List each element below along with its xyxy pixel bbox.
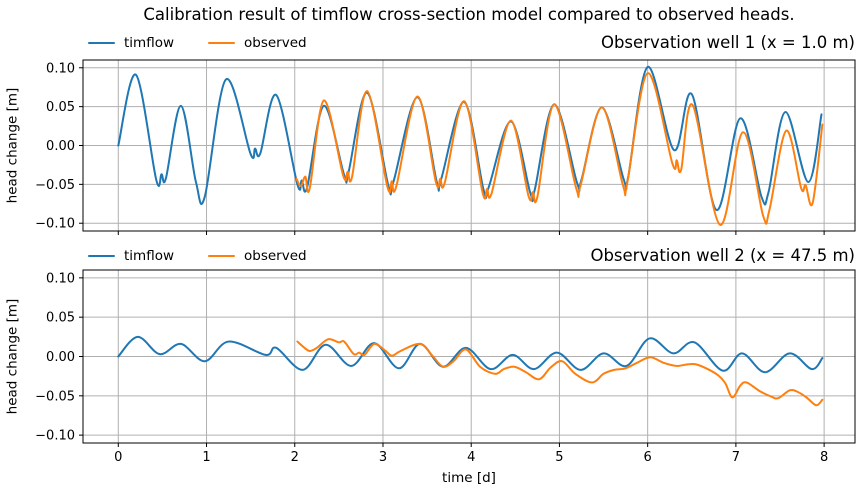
svg-text:0.00: 0.00 bbox=[46, 139, 75, 154]
svg-text:0.10: 0.10 bbox=[46, 61, 75, 76]
svg-text:0.10: 0.10 bbox=[46, 271, 75, 286]
well2-chart: 0 1 2 3 4 5 6 7 8 0.10 0.05 0.00 −0.05 −0.10 bbox=[35, 269, 856, 465]
timflow-line-swatch bbox=[88, 41, 115, 45]
well1-y-axis-label: head change [m] bbox=[4, 87, 21, 204]
well2-header: timflow observed Observation well 2 (x =… bbox=[83, 246, 855, 266]
svg-text:0: 0 bbox=[114, 450, 122, 465]
legend-label-timflow-2: timflow bbox=[124, 247, 174, 264]
svg-text:5: 5 bbox=[555, 450, 563, 465]
svg-text:1: 1 bbox=[202, 450, 210, 465]
svg-text:7: 7 bbox=[732, 450, 740, 465]
well1-legend: timflow observed bbox=[88, 35, 307, 52]
svg-text:2: 2 bbox=[291, 450, 299, 465]
legend-item-observed: observed bbox=[208, 35, 307, 52]
svg-text:8: 8 bbox=[820, 450, 828, 465]
well2-axes-title: Observation well 2 (x = 47.5 m) bbox=[590, 246, 855, 265]
svg-text:4: 4 bbox=[467, 450, 475, 465]
svg-text:−0.05: −0.05 bbox=[35, 389, 75, 404]
well2-legend: timflow observed bbox=[88, 248, 307, 265]
well2-y-axis-label: head change [m] bbox=[4, 298, 21, 415]
svg-text:−0.05: −0.05 bbox=[35, 178, 75, 193]
svg-text:0.00: 0.00 bbox=[46, 350, 75, 365]
well1-header: timflow observed Observation well 1 (x =… bbox=[83, 33, 855, 53]
well1-axes-title: Observation well 1 (x = 1.0 m) bbox=[600, 33, 855, 52]
observed-line-swatch-2 bbox=[208, 254, 235, 258]
svg-text:0.05: 0.05 bbox=[46, 311, 75, 326]
legend-label-timflow: timflow bbox=[124, 34, 174, 51]
legend-item-timflow-2: timflow bbox=[88, 248, 174, 265]
well1-chart: 0.10 0.05 0.00 −0.05 −0.10 bbox=[35, 59, 856, 235]
x-axis-label: time [d] bbox=[442, 470, 496, 486]
legend-item-timflow: timflow bbox=[88, 35, 174, 52]
svg-text:6: 6 bbox=[644, 450, 652, 465]
svg-text:0.05: 0.05 bbox=[46, 100, 75, 115]
legend-label-observed-2: observed bbox=[244, 247, 307, 264]
observed-line-swatch bbox=[208, 41, 235, 45]
legend-item-observed-2: observed bbox=[208, 248, 307, 265]
legend-label-observed: observed bbox=[244, 34, 307, 51]
svg-text:−0.10: −0.10 bbox=[35, 217, 75, 232]
svg-text:−0.10: −0.10 bbox=[35, 429, 75, 444]
figure-title: Calibration result of timflow cross-sect… bbox=[143, 5, 795, 24]
svg-text:3: 3 bbox=[379, 450, 387, 465]
timflow-line-swatch-2 bbox=[88, 254, 115, 258]
